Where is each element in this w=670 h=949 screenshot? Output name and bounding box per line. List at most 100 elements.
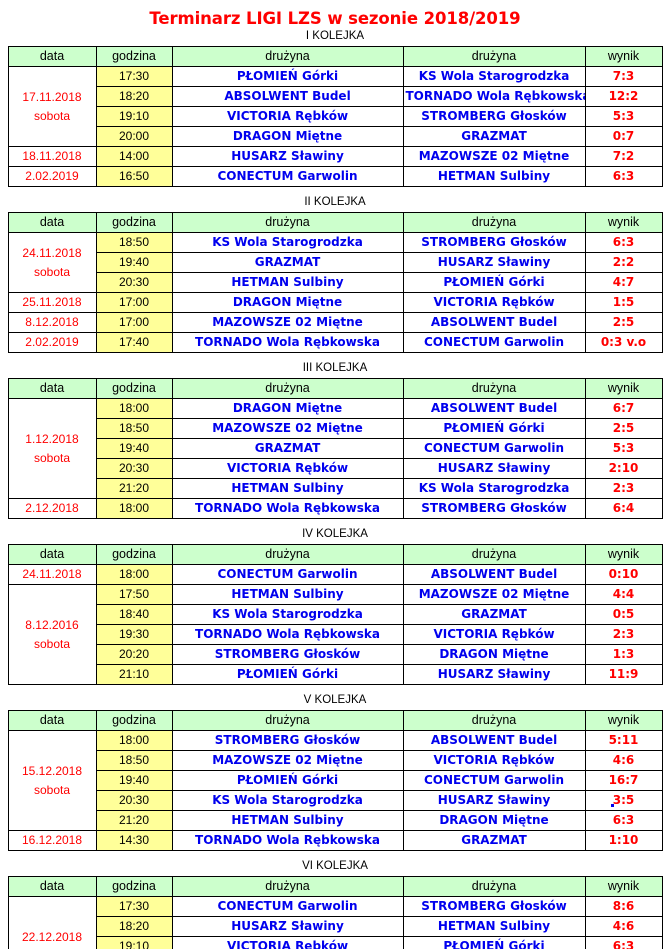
table-row: 16.12.2018 14:30 TORNADO Wola Rębkowska GRA… [7,830,663,851]
match-time-cell: 17:30 [95,896,173,917]
match-date-cell: 18.11.2018 [7,146,97,167]
table-row: 24.11.2018 18:00 CONECTUM Garwolin ABSOLWEN… [7,564,663,585]
home-team-cell: ABSOLWENT Budel [171,86,404,107]
round-label: II KOLEJKA [304,196,366,208]
match-date-cell: 8.12.2018 [7,312,97,333]
table-row: 18.11.2018 14:00 HUSARZ Sławiny MAZOWSZE 02… [7,146,663,167]
away-team-cell: STROMBERG Głosków [402,498,586,519]
match-date-cell: 24.11.2018 [7,564,97,585]
table-row: 18:50 MAZOWSZE 02 Miętne PŁOMIEŃ Górki 2:5 [8,418,663,439]
table-header-row: data godzina drużyna drużyna wynik [7,46,663,67]
table-row: 2.12.2018 18:00 TORNADO Wola Rębkowska STRO… [7,498,663,519]
away-team-cell: GRAZMAT [402,830,586,851]
match-time-cell: 19:40 [95,252,173,273]
table-header-row: data godzina drużyna drużyna wynik [7,876,663,897]
column-header-away: drużyna [402,46,586,67]
match-date-cell: 2.02.2019 [7,166,97,187]
column-header-data: data [7,46,97,67]
match-date-cell: 2.12.2018 [7,498,97,519]
match-score-cell: 5:3 [584,106,663,127]
table-row: 19:10 VICTORIA Rębków STROMBERG Głosków 5:3 [8,106,663,127]
match-time-cell: 21:20 [95,810,173,831]
home-team-cell: PŁOMIEŃ Górki [171,66,404,87]
away-team-cell: CONECTUM Garwolin [402,770,586,791]
section-spacer [0,519,670,527]
away-team-cell: ABSOLWENT Budel [402,564,586,585]
match-time-cell: 18:00 [95,398,173,419]
home-team-cell: MAZOWSZE 02 Miętne [171,312,404,333]
round-label: IV KOLEJKA [302,528,368,540]
table-row: 19:30 TORNADO Wola Rębkowska VICTORIA Rębk… [8,624,663,645]
match-time-cell: 18:50 [95,418,173,439]
away-team-cell: PŁOMIEŃ Górki [402,936,586,949]
round-label: I KOLEJKA [305,30,365,42]
column-header-time: godzina [95,212,173,233]
match-time-cell: 18:00 [95,564,173,585]
match-day-of-week: sobota [33,450,71,465]
match-time-cell: 20:00 [95,126,173,147]
table-row: 19:40 GRAZMAT CONECTUM Garwolin 5:3 [8,438,663,459]
section-spacer [0,353,670,361]
away-team-cell: VICTORIA Rębków [402,624,586,645]
column-header-score: wynik [584,710,663,731]
away-team-cell: ABSOLWENT Budel [402,730,586,751]
table-row: 2.02.2019 16:50 CONECTUM Garwolin HETMAN Su… [7,166,663,187]
away-team-cell: CONECTUM Garwolin [402,438,586,459]
away-team-cell: STROMBERG Głosków [402,232,586,253]
table-header-row: data godzina drużyna drużyna wynik [7,544,663,565]
match-date: 18.11.2018 [22,149,82,163]
round-label: VI KOLEJKA [302,860,368,872]
table-row: 8.12.2016 sobota 17:50 HETMAN Sulbiny MAZOWS… [7,584,663,685]
table-row: 21:10 PŁOMIEŃ Górki HUSARZ Sławiny 11:9 [8,664,663,685]
home-team-cell: CONECTUM Garwolin [171,564,404,585]
match-score-cell: 0:3 v.o [584,332,663,353]
match-score-cell: 2:2 [584,252,663,273]
match-time-cell: 14:00 [95,146,173,167]
away-team-cell: GRAZMAT [402,604,586,625]
match-score-cell: 2:5 [584,312,663,333]
away-team-cell: VICTORIA Rębków [402,292,586,313]
away-team-cell: PŁOMIEŃ Górki [402,418,586,439]
match-date: 24.11.2018 [22,567,82,581]
match-date: 1.12.2018 [25,431,79,446]
section-spacer [0,851,670,859]
match-score-cell: 8:6 [584,896,663,917]
match-score-cell: 2:3 [584,478,663,499]
match-score-cell: 1:3 [584,644,663,665]
away-team-cell: MAZOWSZE 02 Miętne [402,146,586,167]
match-date-cell: 17.11.2018 sobota [7,66,97,147]
match-time-cell: 17:50 [95,584,173,605]
away-team-cell: HETMAN Sulbiny [402,166,586,187]
column-header-data: data [7,876,97,897]
match-time-cell: 17:00 [95,292,173,313]
away-team-cell: HUSARZ Sławiny [402,458,586,479]
table-row: 15.12.2018 sobota 18:00 STROMBERG Głosków AB… [7,730,663,831]
table-row: 21:20 HETMAN Sulbiny DRAGON Miętne 6:3 [8,810,663,831]
match-time-cell: 20:30 [95,458,173,479]
match-score-cell: 0:5 [584,604,663,625]
match-time-cell: 16:50 [95,166,173,187]
column-header-home: drużyna [171,544,404,565]
home-team-cell: CONECTUM Garwolin [171,896,404,917]
round-block: VI KOLEJKA data godzina drużyna drużyna wynik… [0,859,670,949]
home-team-cell: HETMAN Sulbiny [171,584,404,605]
table-row: 21:20 HETMAN Sulbiny KS Wola Starogrodzka 2… [8,478,663,499]
away-team-cell: STROMBERG Głosków [402,106,586,127]
round-table: data godzina drużyna drużyna wynik 1.12.2018 s… [7,378,663,519]
column-header-away: drużyna [402,876,586,897]
table-row: 19:40 PŁOMIEŃ Górki CONECTUM Garwolin 16:7 [8,770,663,791]
away-team-cell: VICTORIA Rębków [402,750,586,771]
match-date: 22.12.2018 [21,929,83,944]
column-header-away: drużyna [402,378,586,399]
match-score-cell: 4:6 [584,750,663,771]
away-team-cell: GRAZMAT [402,126,586,147]
round-table: data godzina drużyna drużyna wynik 15.12.2018… [7,710,663,851]
match-day-of-week: sobota [33,636,71,651]
match-date-cell: 2.02.2019 [7,332,97,353]
match-time-cell: 19:10 [95,936,173,949]
round-block: II KOLEJKA data godzina drużyna drużyna wynik… [0,195,670,361]
match-date-cell: 16.12.2018 [7,830,97,851]
match-score-cell: 1:10 [584,830,663,851]
match-score-cell: 0:7 [584,126,663,147]
